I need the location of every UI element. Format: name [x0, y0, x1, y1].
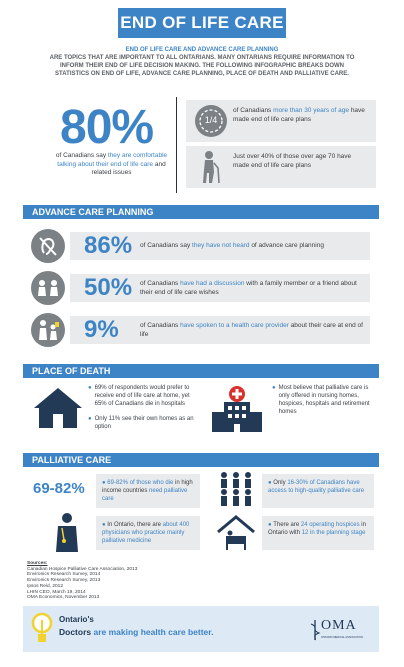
advance-text-3: of Canadians have spoken to a health car…	[140, 322, 365, 339]
advance-row-3: 9% of Canadians have spoken to a health …	[70, 316, 370, 344]
source-line: LHIN CEO, March 19, 2014	[27, 589, 86, 595]
pal1-a: 69-82% of those who die	[107, 480, 174, 486]
palliative-box-4: ● There are 24 operating hospices in Ont…	[262, 516, 374, 550]
stat-box-elderly: Just over 40% of those over age 70 have …	[186, 146, 376, 188]
advance-value-3: 9%	[84, 316, 119, 343]
intro-body: ARE TOPICS THAT ARE IMPORTANT TO ALL ONT…	[49, 55, 355, 77]
advance-row-2: 50% of Canadians have had a discussion w…	[70, 274, 370, 302]
quarter-glyph: 1/4	[204, 115, 218, 125]
source-line: Environics Research Survey, 2014	[27, 572, 101, 578]
oma-logo: OMA	[321, 618, 357, 633]
source-line: Environics Research Survey, 2013	[27, 578, 101, 584]
advance-text-1: of Canadians say they have not heard of …	[140, 242, 365, 251]
adv3-a: of Canadians	[140, 322, 181, 329]
sources: Sources: Canadian Hospice Palliative Car…	[27, 561, 137, 601]
pal4-a: There are	[273, 522, 301, 528]
source-line: Ipsos Reid, 2012	[27, 583, 64, 589]
stat-text-quarter: of Canadians more than 30 years of age h…	[233, 107, 368, 124]
stat1-b: more than 30 years of age	[273, 107, 350, 114]
big-stat-text-c: and related issues	[91, 160, 166, 177]
pal3-b: about 400 physicians who practice mainly…	[102, 522, 190, 544]
divider	[176, 97, 177, 193]
stat-text-elderly: Just over 40% of those over age 70 have …	[233, 153, 352, 169]
palliative-box-1: ● 69-82% of those who die in high income…	[96, 474, 200, 508]
ear-crossed-icon	[31, 229, 65, 263]
footer-line2a: Doctors	[59, 627, 92, 637]
section-header-palliative: PALLIATIVE CARE	[23, 453, 379, 467]
pal2-b: 16-30% of Canadians have access to high-…	[268, 480, 365, 494]
big-stat-text: of Canadians say they are comfortable ta…	[54, 152, 169, 178]
source-line: OMA Economics, November 2013	[27, 595, 100, 601]
house-icon	[34, 388, 82, 428]
advance-value-2: 50%	[84, 274, 133, 301]
big-stat-80: 80%	[60, 101, 154, 154]
advance-row-1: 86% of Canadians say they have not heard…	[70, 232, 370, 260]
pal4-b: 24 operating hospices	[300, 522, 360, 528]
people-group-icon	[221, 472, 251, 506]
place-text-2: ● Most believe that palliative care is on…	[272, 384, 376, 416]
source-line: Canadian Hospice Palliative Care Associa…	[27, 566, 138, 572]
palliative-big: 69-82%	[33, 480, 85, 497]
hospital-icon	[212, 386, 262, 432]
place-text-1: ● 69% of respondents would prefer to rece…	[88, 384, 200, 431]
adv2-c: with a family member or a friend about t…	[140, 280, 357, 296]
pal1-c: need palliative care	[102, 488, 188, 502]
footer-line1: Ontario's	[59, 615, 94, 624]
oma-logo-sub: ONTARIO MEDICAL ASSOCIATION	[321, 636, 363, 639]
adv2-b: have had a discussion	[180, 280, 245, 287]
place-left-2: Only 11% see their own homes as an optio…	[94, 416, 194, 430]
adv2-a: of Canadians	[140, 280, 181, 287]
stat1-c: have made end of life care plans	[233, 107, 365, 123]
lightbulb-icon	[31, 612, 53, 642]
elderly-person-icon	[203, 151, 220, 184]
place-left-1: 69% of respondents would prefer to recei…	[94, 385, 190, 407]
adv1-b: they have not heard	[192, 242, 250, 249]
footer-line2: Doctors are making health care better.	[59, 627, 213, 637]
pal4-c: in Ontario with	[268, 522, 366, 536]
pal2-a: Only	[273, 480, 288, 486]
advance-text-2: of Canadians have had a discussion with …	[140, 280, 365, 297]
doctor-patient-icon	[31, 313, 65, 347]
intro-lead: END OF LIFE CARE AND ADVANCE CARE PLANNI…	[125, 47, 279, 53]
page-title: END OF LIFE CARE	[118, 8, 286, 38]
stat1-a: of Canadians	[233, 107, 274, 114]
caduceus-icon	[310, 620, 321, 641]
people-talking-icon	[31, 271, 65, 305]
hospice-icon	[217, 515, 255, 550]
big-stat-text-a: of Canadians say	[55, 152, 108, 159]
adv3-b: have spoken to a health care provider	[180, 322, 289, 329]
place-right: Most believe that palliative care is onl…	[278, 385, 370, 415]
adv3-c: about their care at end of life	[140, 322, 363, 338]
intro-text: END OF LIFE CARE AND ADVANCE CARE PLANNI…	[48, 46, 356, 78]
sources-title: Sources:	[27, 561, 48, 566]
advance-value-1: 86%	[84, 232, 133, 259]
footer-line2b: are making health care better.	[91, 627, 214, 637]
palliative-box-3: ● In Ontario, there are about 400 physic…	[96, 516, 200, 550]
doctor-icon	[56, 513, 78, 552]
pal3-a: In Ontario, there are	[107, 522, 163, 528]
adv1-c: of advance care planning	[249, 242, 324, 249]
palliative-box-2: ● Only 16-30% of Canadians have access t…	[262, 474, 374, 508]
pal1-b: in high income countries	[102, 480, 193, 494]
pal4-d: 12 in the planning stage	[301, 530, 366, 536]
section-header-advance: ADVANCE CARE PLANNING	[23, 205, 379, 219]
section-header-place: PLACE OF DEATH	[23, 364, 379, 378]
stat-box-quarter: 1/4 of Canadians more than 30 years of a…	[186, 100, 376, 142]
big-stat-text-b: they are comfortable talking about their…	[57, 152, 168, 168]
footer: Ontario's Doctors are making health care…	[23, 606, 379, 652]
quarter-icon: 1/4	[195, 105, 227, 137]
adv1-a: of Canadians say	[140, 242, 193, 249]
